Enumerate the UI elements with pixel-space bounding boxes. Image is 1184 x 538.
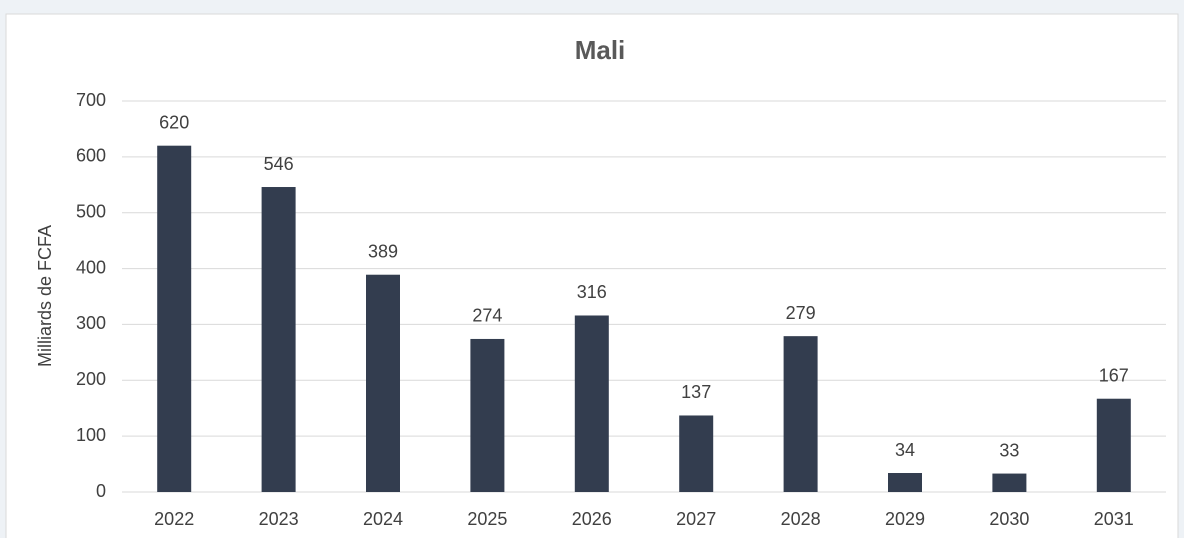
bar — [366, 274, 400, 492]
bar — [261, 187, 296, 492]
x-tick-label: 2022 — [154, 509, 194, 529]
bar — [992, 473, 1027, 492]
y-tick-label: 400 — [76, 257, 106, 277]
x-tick-label: 2027 — [676, 509, 716, 529]
data-label: 167 — [1099, 365, 1129, 385]
x-tick-label: 2029 — [885, 509, 925, 529]
bar — [783, 336, 818, 492]
data-label: 389 — [368, 241, 398, 261]
data-label: 316 — [577, 282, 607, 302]
data-label: 33 — [999, 440, 1019, 460]
bar — [157, 145, 192, 492]
y-tick-label: 600 — [76, 146, 106, 166]
data-label: 279 — [786, 303, 816, 323]
data-label: 137 — [681, 382, 711, 402]
bar — [574, 315, 609, 492]
bar — [888, 473, 922, 492]
x-tick-label: 2026 — [572, 509, 612, 529]
y-tick-label: 700 — [76, 90, 106, 110]
data-label: 546 — [264, 154, 294, 174]
x-tick-label: 2031 — [1094, 509, 1134, 529]
bar — [470, 338, 505, 492]
x-tick-label: 2024 — [363, 509, 403, 529]
y-tick-label: 300 — [76, 313, 106, 333]
bar — [1096, 398, 1131, 492]
y-tick-label: 500 — [76, 201, 106, 221]
x-tick-label: 2030 — [989, 509, 1029, 529]
chart-title: Mali — [575, 35, 626, 65]
y-tick-label: 100 — [76, 425, 106, 445]
bar — [679, 415, 714, 492]
y-tick-label: 200 — [76, 369, 106, 389]
x-tick-label: 2025 — [467, 509, 507, 529]
x-tick-label: 2023 — [259, 509, 299, 529]
x-tick-label: 2028 — [781, 509, 821, 529]
data-label: 274 — [472, 306, 502, 326]
y-tick-label: 0 — [96, 481, 106, 501]
data-label: 620 — [159, 112, 189, 132]
data-label: 34 — [895, 440, 915, 460]
y-axis-label: Milliards de FCFA — [35, 225, 55, 367]
